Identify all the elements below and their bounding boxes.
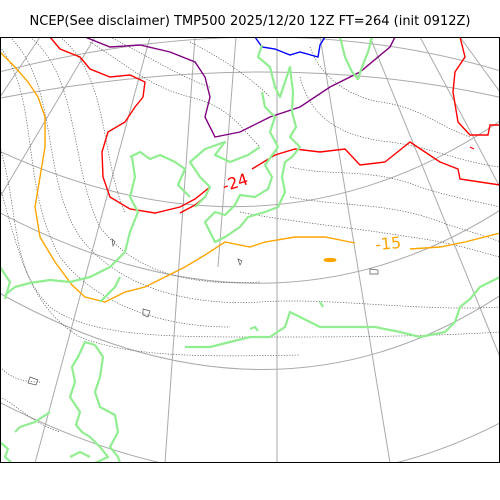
latitude-line xyxy=(0,292,500,370)
isotherm-red xyxy=(452,37,500,136)
isotherm-red xyxy=(49,37,211,214)
isotherm-blue xyxy=(254,37,326,58)
isotherm-purple xyxy=(84,37,396,138)
longitude-line xyxy=(419,37,500,188)
coastlines xyxy=(0,37,500,463)
longitude-line xyxy=(0,37,41,98)
longitude-line xyxy=(0,37,96,198)
latitude-line xyxy=(0,209,500,284)
longitude-line xyxy=(369,37,500,358)
longitude-line xyxy=(217,37,237,268)
latitude-line xyxy=(0,37,500,73)
isotherm-red xyxy=(251,141,500,186)
small-contours xyxy=(27,238,379,386)
longitude-line xyxy=(164,37,196,463)
isotherm-orange xyxy=(0,51,356,303)
latitude-line xyxy=(0,71,500,99)
latitude-line xyxy=(0,401,500,463)
longitude-line xyxy=(459,37,500,93)
small-contour-red xyxy=(469,146,475,150)
isotherm-orange xyxy=(409,232,500,250)
longitude-line xyxy=(34,37,151,463)
map-title: NCEP(See disclaimer) TMP500 2025/12/20 1… xyxy=(29,14,471,29)
latitude-line xyxy=(0,120,500,208)
contour-label-red: -24 xyxy=(220,169,251,195)
longitude-line xyxy=(319,37,391,463)
graticule xyxy=(0,37,500,463)
contour-label-orange: -15 xyxy=(374,233,402,254)
weather-map: -24 -15 xyxy=(0,37,500,463)
dotted-isotherms xyxy=(0,37,500,433)
isotherm-orange-small xyxy=(323,257,337,263)
